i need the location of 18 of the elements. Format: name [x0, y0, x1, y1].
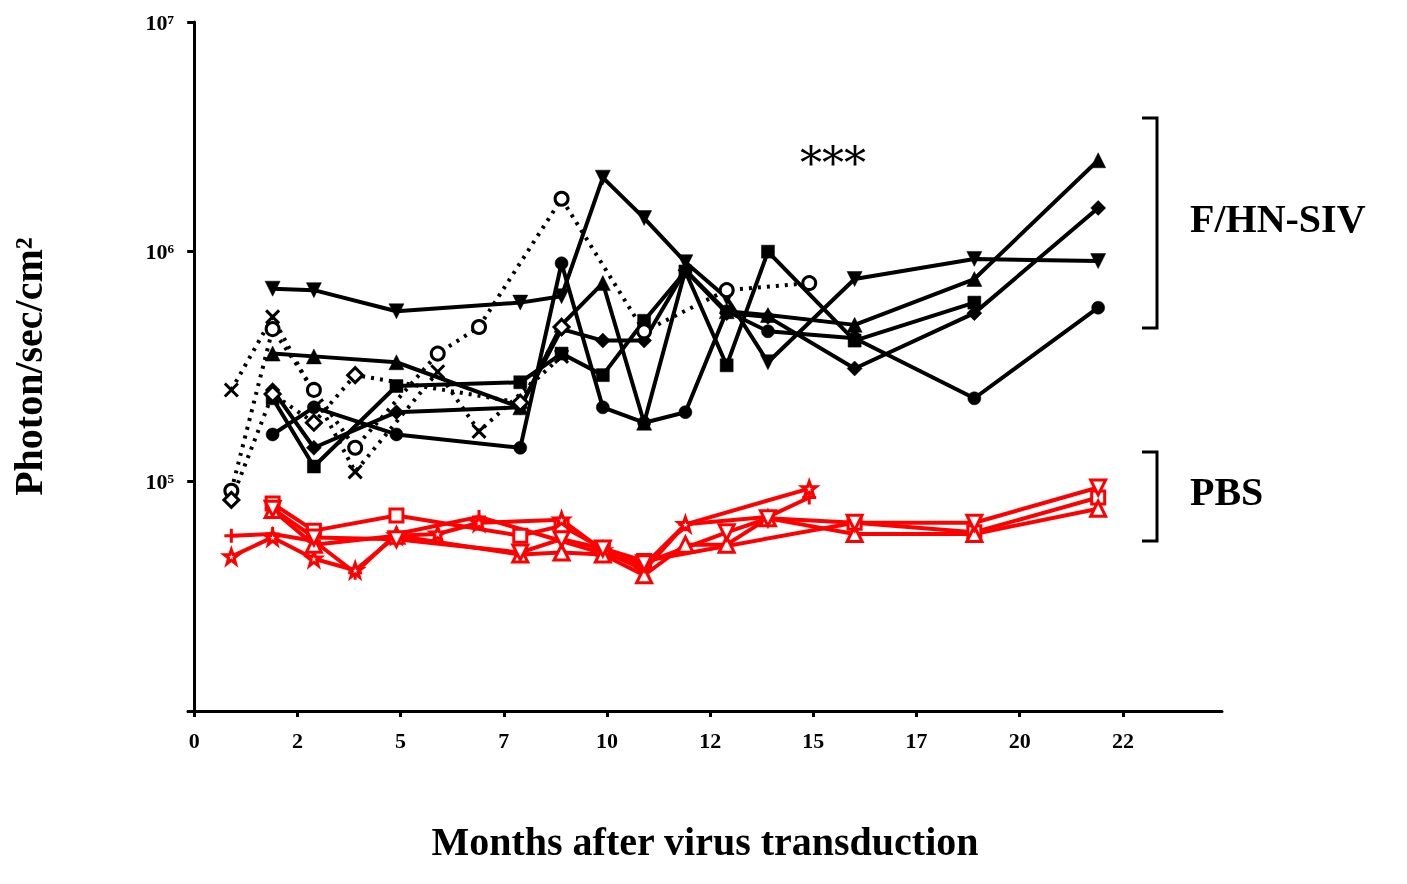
x-tick-label: 17: [905, 727, 928, 753]
x-tick-label: 10: [595, 727, 618, 753]
x-tick-label: 15: [802, 727, 825, 753]
x-tick-label: 22: [1111, 727, 1134, 753]
y-tick-label: 10⁷: [145, 9, 175, 35]
x-tick-label: 5: [395, 727, 407, 753]
x-axis-title: Months after virus transduction: [431, 818, 979, 864]
annotation: PBS: [1190, 468, 1264, 515]
y-tick-label: 10⁵: [145, 468, 175, 494]
y-axis-title: Photon/sec/cm²: [5, 237, 51, 496]
annotation: F/HN-SIV: [1190, 195, 1366, 242]
y-tick-label: 10⁶: [145, 239, 175, 265]
x-tick-label: 2: [291, 727, 303, 753]
annotation: ***: [800, 138, 866, 189]
x-tick-label: 12: [699, 727, 722, 753]
x-tick-label: 20: [1008, 727, 1031, 753]
x-tick-label: 7: [498, 727, 510, 753]
x-tick-label: 0: [188, 727, 200, 753]
